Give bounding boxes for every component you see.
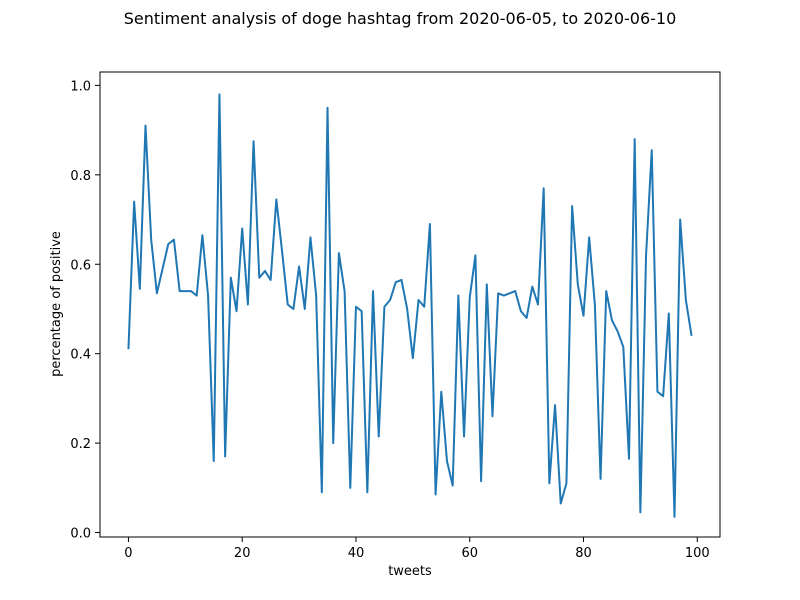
x-axis-label: tweets xyxy=(388,564,432,579)
chart-title: Sentiment analysis of doge hashtag from … xyxy=(124,9,677,28)
plot-area xyxy=(127,93,693,518)
y-tick-label: 0.4 xyxy=(70,348,91,363)
y-tick-label: 0.8 xyxy=(70,169,91,184)
x-tick-label: 0 xyxy=(124,546,132,561)
y-axis-label: percentage of positive xyxy=(49,231,64,377)
y-tick-label: 0.0 xyxy=(70,527,91,542)
y-tick-label: 0.2 xyxy=(70,437,91,452)
x-axis-ticks: 0 20 40 60 80 100 xyxy=(124,537,710,561)
y-axis-ticks: 0.0 0.2 0.4 0.6 0.8 1.0 xyxy=(70,79,100,542)
x-tick-label: 60 xyxy=(461,546,478,561)
x-tick-label: 80 xyxy=(575,546,592,561)
plot-frame xyxy=(99,71,721,538)
y-tick-label: 1.0 xyxy=(70,79,91,94)
x-tick-label: 100 xyxy=(685,546,710,561)
x-tick-label: 20 xyxy=(234,546,251,561)
y-tick-label: 0.6 xyxy=(70,258,91,273)
sentiment-series-line xyxy=(127,93,693,518)
x-tick-label: 40 xyxy=(348,546,365,561)
